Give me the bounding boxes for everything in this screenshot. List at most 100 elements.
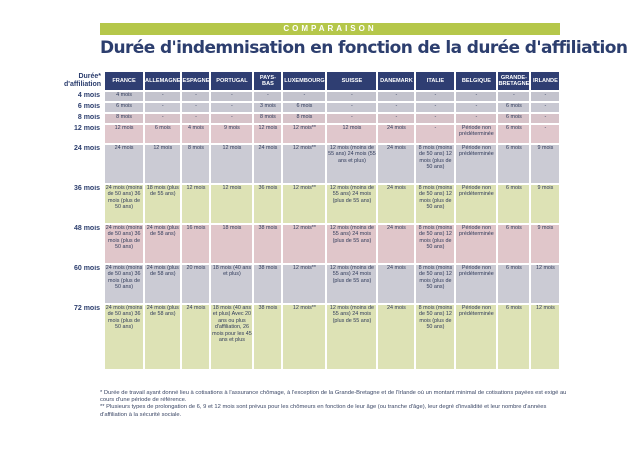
table-cell: 24 mois (moins de 50 ans) 36 mois (plus … (105, 265, 144, 303)
table-cell: 8 mois (283, 114, 326, 123)
table-cell: Période non prédéterminée (456, 305, 497, 369)
column-header: IRLANDE (531, 72, 560, 90)
table-cell: 8 mois (105, 114, 144, 123)
table-cell: - (283, 92, 326, 101)
table-cell: - (416, 125, 455, 143)
table-cell: 12 mois** (283, 185, 326, 223)
table-cell: 24 mois (plus de 58 ans) (145, 265, 181, 303)
table-cell: 12 mois (145, 145, 181, 183)
table-cell: 9 mois (531, 225, 560, 263)
table-cell: Période non prédéterminée (456, 265, 497, 303)
column-header: ALLEMAGNE (145, 72, 181, 90)
table-cell: 18 mois (40 ans et plus) Avec 20 ans ou … (211, 305, 253, 369)
table-cell: - (416, 92, 455, 101)
page-title: Durée d'indemnisation en fonction de la … (100, 38, 628, 58)
table-cell: - (531, 125, 560, 143)
table-cell: - (327, 103, 377, 112)
row-label: 36 mois (64, 185, 104, 223)
table-cell: 9 mois (531, 145, 560, 183)
table-cell: 6 mois (145, 125, 181, 143)
table-cell: - (211, 92, 253, 101)
table-cell: 6 mois (498, 125, 530, 143)
table-row: 4 mois 4 mois - - - - - - - - - - - (64, 92, 560, 101)
table-row: 6 mois 6 mois - - - 3 mois 6 mois - - - … (64, 103, 560, 112)
table-cell: 24 mois (378, 305, 415, 369)
table-cell: 12 mois** (283, 125, 326, 143)
table-cell: - (531, 92, 560, 101)
table-cell: - (182, 103, 210, 112)
table-cell: 24 mois (378, 185, 415, 223)
table-row: 60 mois 24 mois (moins de 50 ans) 36 moi… (64, 265, 560, 303)
table-cell: 16 mois (182, 225, 210, 263)
row-label: 4 mois (64, 92, 104, 101)
table-cell: - (531, 114, 560, 123)
table-header-row: Durée* d'affiliation FRANCE ALLEMAGNE ES… (64, 72, 560, 90)
table-cell: 4 mois (105, 92, 144, 101)
table-cell: - (531, 103, 560, 112)
table-cell: 8 mois (moins de 50 ans) 12 mois (plus d… (416, 185, 455, 223)
table-cell: - (327, 114, 377, 123)
column-header: ITALIE (416, 72, 455, 90)
table-cell: - (416, 103, 455, 112)
comparison-table: Durée* d'affiliation FRANCE ALLEMAGNE ES… (62, 70, 561, 371)
column-header: PORTUGAL (211, 72, 253, 90)
table-cell: 18 mois (40 ans et plus) (211, 265, 253, 303)
table-cell: 12 mois (moins de 55 ans) 24 mois (55 an… (327, 145, 377, 183)
table-cell: 24 mois (378, 265, 415, 303)
table-cell: 24 mois (182, 305, 210, 369)
table-cell: 20 mois (182, 265, 210, 303)
table-cell: - (145, 92, 181, 101)
row-label: 8 mois (64, 114, 104, 123)
table-cell: 12 mois** (283, 265, 326, 303)
table-cell: Période non prédéterminée (456, 225, 497, 263)
table-cell: 8 mois (182, 145, 210, 183)
table-cell: 24 mois (378, 225, 415, 263)
table-row: 36 mois 24 mois (moins de 50 ans) 36 moi… (64, 185, 560, 223)
table-cell: 36 mois (254, 185, 282, 223)
table-cell: - (456, 114, 497, 123)
table-row: 8 mois 8 mois - - - 8 mois 8 mois - - - … (64, 114, 560, 123)
table-cell: 12 mois (105, 125, 144, 143)
table-row: 24 mois 24 mois 12 mois 8 mois 12 mois 2… (64, 145, 560, 183)
footnote: * Durée de travail ayant donné lieu à co… (100, 390, 567, 404)
table-cell: - (211, 114, 253, 123)
table-cell: 12 mois (327, 125, 377, 143)
footnote: ** Plusieurs types de prolongation de 6,… (100, 404, 547, 418)
row-label: 48 mois (64, 225, 104, 263)
table-cell: - (182, 114, 210, 123)
section-banner: COMPARAISON (100, 23, 560, 35)
table-cell: 6 mois (498, 145, 530, 183)
table-cell: 12 mois (moins de 55 ans) 24 mois (plus … (327, 305, 377, 369)
column-header: ESPAGNE (182, 72, 210, 90)
table-cell: 18 mois (plus de 55 ans) (145, 185, 181, 223)
column-header: DANEMARK (378, 72, 415, 90)
row-label: 6 mois (64, 103, 104, 112)
table-cell: 24 mois (plus de 58 ans) (145, 225, 181, 263)
footnotes: * Durée de travail ayant donné lieu à co… (100, 390, 570, 419)
table-cell: - (254, 92, 282, 101)
row-label: 24 mois (64, 145, 104, 183)
table-row: 48 mois 24 mois (moins de 50 ans) 36 moi… (64, 225, 560, 263)
table-cell: 8 mois (moins de 50 ans) 12 mois (plus d… (416, 145, 455, 183)
table-cell: - (416, 114, 455, 123)
table-cell: 12 mois (moins de 55 ans) 24 mois (plus … (327, 185, 377, 223)
table-cell: - (498, 92, 530, 101)
table-cell: 8 mois (moins de 50 ans) 12 mois (plus d… (416, 225, 455, 263)
table-cell: 12 mois** (283, 305, 326, 369)
row-label: 72 mois (64, 305, 104, 369)
table-cell: - (145, 114, 181, 123)
table-cell: 12 mois (531, 265, 560, 303)
column-header: GRANDE-BRETAGNE (498, 72, 530, 90)
table-cell: 12 mois (254, 125, 282, 143)
comparison-table-container: Durée* d'affiliation FRANCE ALLEMAGNE ES… (62, 70, 561, 371)
table-cell: 3 mois (254, 103, 282, 112)
table-cell: - (456, 92, 497, 101)
table-cell: 6 mois (498, 305, 530, 369)
table-row: 12 mois 12 mois 6 mois 4 mois 9 mois 12 … (64, 125, 560, 143)
table-cell: 6 mois (498, 185, 530, 223)
table-cell: Période non prédéterminée (456, 125, 497, 143)
table-cell: 12 mois (211, 185, 253, 223)
column-header: PAYS-BAS (254, 72, 282, 90)
table-cell: Période non prédéterminée (456, 185, 497, 223)
table-cell: 9 mois (531, 185, 560, 223)
